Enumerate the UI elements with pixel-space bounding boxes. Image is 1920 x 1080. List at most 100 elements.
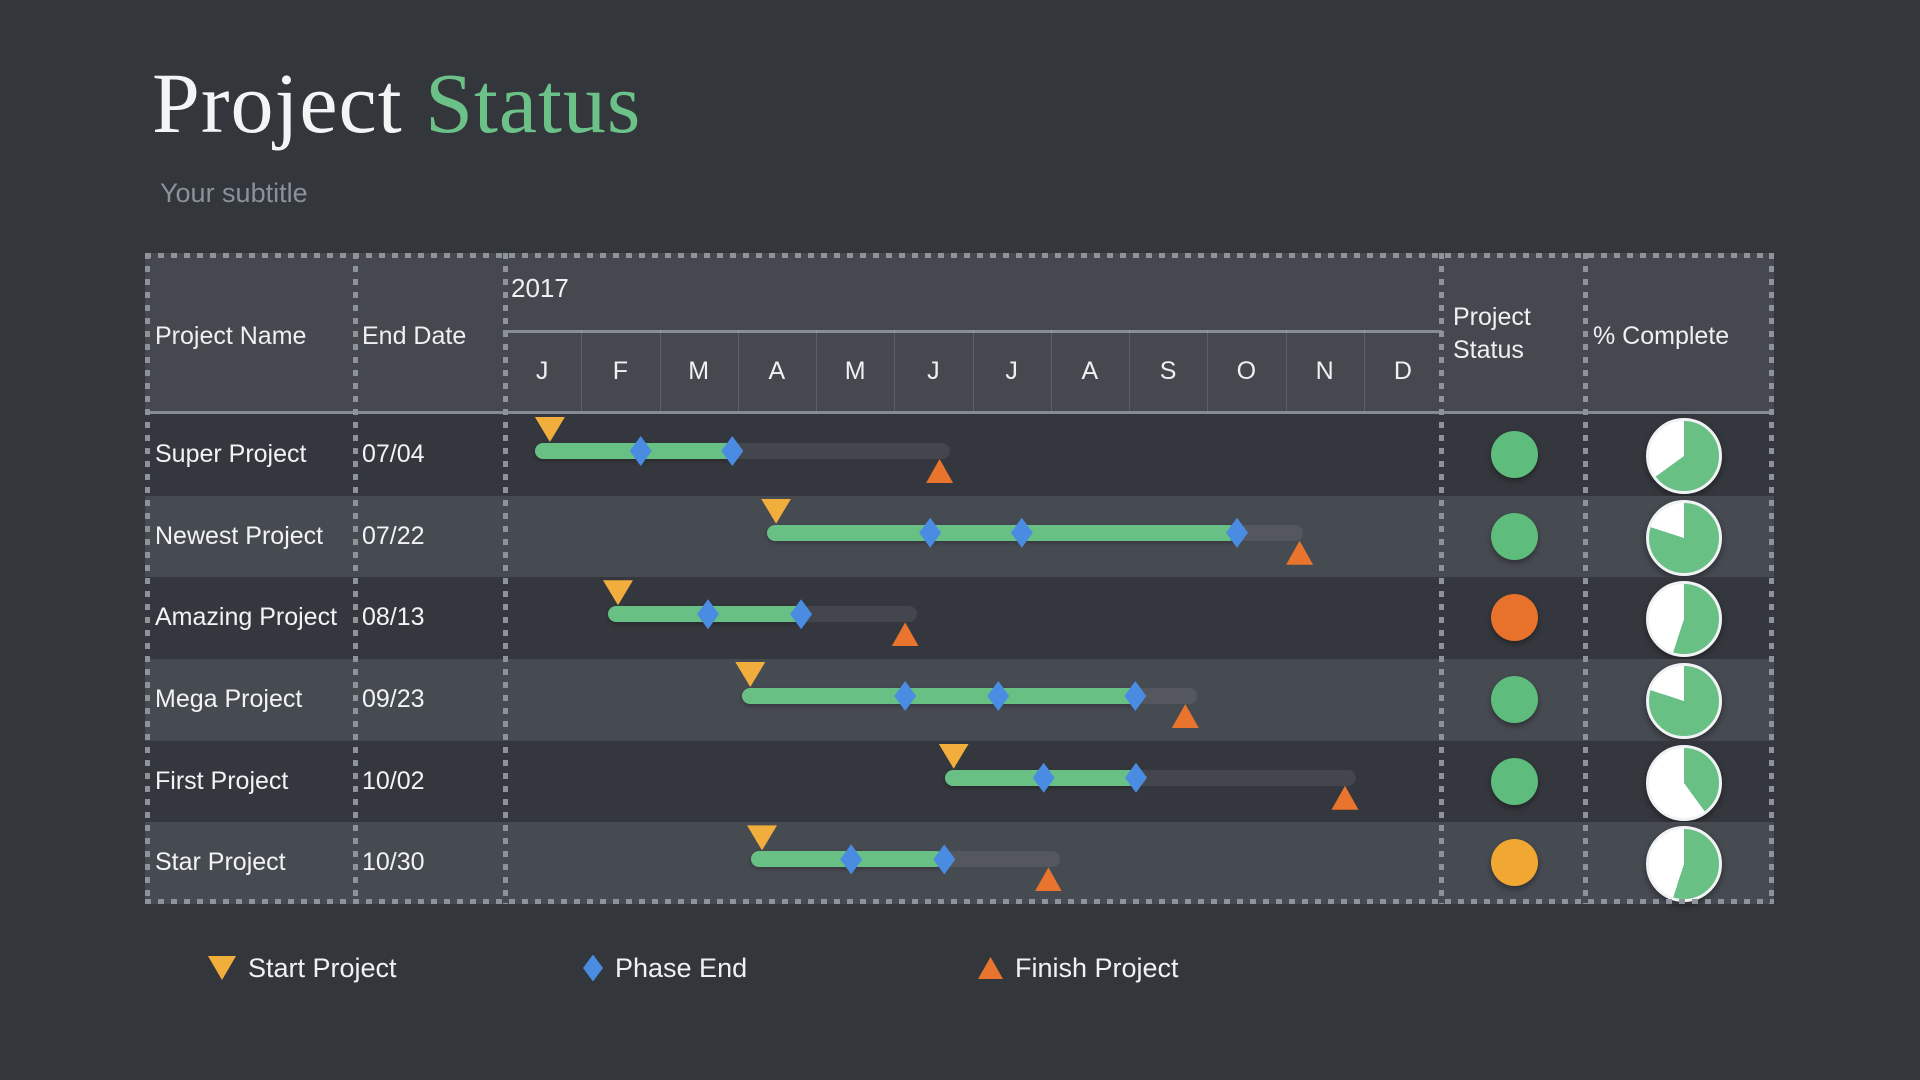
page-subtitle: Your subtitle	[160, 178, 308, 208]
percent-complete-pie	[1646, 418, 1722, 494]
month-label: F	[612, 357, 629, 385]
start-triangle-icon	[761, 498, 792, 524]
start-triangle-icon	[735, 662, 766, 687]
month-label: M	[844, 357, 866, 385]
page-title-part1: Project	[152, 55, 403, 151]
phase-diamond-icon	[919, 517, 942, 548]
project-name-cell: Star Project	[155, 848, 286, 877]
legend-item-start: Start Project	[208, 948, 397, 988]
legend-item-finish: Finish Project	[978, 948, 1179, 988]
page-title-part2: Status	[425, 55, 642, 151]
page-title: Project Status	[152, 58, 641, 148]
finish-triangle-icon	[978, 957, 1003, 979]
project-status-table: Project Name End Date 2017 Project Statu…	[145, 253, 1774, 905]
phase-diamond-icon	[583, 954, 603, 982]
phase-diamond-icon	[1226, 517, 1248, 548]
finish-triangle-icon	[1286, 540, 1314, 565]
table-row: Star Project 10/30	[145, 822, 1774, 905]
month-label: O	[1236, 357, 1257, 385]
percent-complete-pie	[1646, 663, 1722, 739]
phase-diamond-icon	[697, 599, 719, 630]
end-date-cell: 09/23	[362, 685, 425, 713]
phase-diamond-icon	[1125, 762, 1147, 793]
finish-triangle-icon	[1034, 867, 1062, 892]
end-date-cell: 07/04	[362, 440, 425, 468]
table-top-dotted-border	[145, 253, 1774, 258]
separator-date-timeline	[503, 253, 508, 904]
percent-complete-pie	[1646, 826, 1722, 903]
month-label: J	[927, 357, 940, 385]
month-label: A	[768, 357, 786, 385]
header-bottom-border	[145, 411, 1774, 414]
start-triangle-icon	[208, 956, 236, 980]
project-name-cell: Amazing Project	[155, 603, 338, 632]
project-status-indicator	[1491, 594, 1538, 642]
start-triangle-icon	[747, 825, 777, 851]
project-status-indicator	[1491, 512, 1538, 560]
table-left-dotted-border	[145, 253, 150, 904]
page-title-space	[403, 55, 426, 151]
month-label: N	[1315, 357, 1334, 385]
phase-diamond-icon	[933, 844, 956, 875]
end-date-cell: 07/22	[362, 521, 425, 550]
gantt-progress-bar	[766, 524, 1237, 541]
finish-triangle-icon	[1171, 704, 1199, 728]
percent-complete-pie	[1646, 581, 1722, 658]
percent-complete-pie	[1646, 499, 1722, 576]
finish-triangle-icon	[891, 622, 919, 647]
legend-item-phase: Phase End	[583, 948, 747, 988]
table-right-dotted-border	[1769, 253, 1774, 904]
start-triangle-icon	[534, 417, 565, 442]
phase-diamond-icon	[1032, 762, 1055, 793]
project-name-cell: Super Project	[155, 440, 307, 468]
project-status-indicator	[1491, 757, 1538, 805]
project-status-indicator	[1491, 676, 1538, 723]
finish-triangle-icon	[1331, 785, 1359, 810]
phase-diamond-icon	[629, 436, 652, 466]
project-status-indicator	[1491, 431, 1538, 478]
table-row: Amazing Project 08/13	[145, 577, 1774, 659]
project-name-cell: Newest Project	[155, 521, 324, 550]
legend-label-finish: Finish Project	[1015, 952, 1179, 983]
project-status-indicator	[1491, 839, 1538, 887]
month-label: M	[688, 357, 710, 385]
legend-label-start: Start Project	[248, 952, 397, 983]
end-date-cell: 08/13	[362, 603, 425, 632]
phase-diamond-icon	[840, 844, 863, 875]
project-name-cell: Mega Project	[155, 685, 303, 713]
phase-diamond-icon	[1010, 517, 1033, 548]
separator-name-date	[353, 253, 358, 904]
legend-label-phase: Phase End	[615, 952, 748, 983]
column-header-end-date: End Date	[362, 322, 467, 350]
end-date-cell: 10/30	[362, 848, 425, 877]
table-header	[145, 253, 1774, 414]
project-name-cell: First Project	[155, 766, 289, 795]
month-label: D	[1393, 357, 1412, 385]
month-label: S	[1159, 357, 1177, 385]
separator-status-complete	[1583, 253, 1588, 904]
month-label: A	[1081, 357, 1099, 385]
timeline-year-underline	[503, 330, 1442, 333]
start-triangle-icon	[938, 743, 969, 769]
start-triangle-icon	[603, 580, 633, 606]
table-row: First Project 10/02	[145, 740, 1774, 823]
column-header-percent-complete: % Complete	[1593, 322, 1730, 350]
separator-timeline-status	[1439, 253, 1444, 904]
table-row: Newest Project 07/22	[145, 495, 1774, 578]
month-label: J	[1005, 357, 1018, 385]
gantt-progress-bar	[741, 688, 1141, 704]
column-header-project-status: Project Status	[1453, 303, 1531, 364]
phase-diamond-icon	[721, 436, 744, 466]
percent-complete-pie	[1646, 744, 1722, 821]
table-row: Super Project 07/04	[145, 414, 1774, 496]
month-label: J	[535, 357, 549, 385]
phase-diamond-icon	[790, 599, 813, 630]
table-bottom-dotted-border	[145, 899, 1774, 904]
phase-diamond-icon	[894, 681, 917, 711]
phase-diamond-icon	[987, 681, 1010, 711]
end-date-cell: 10/02	[362, 766, 425, 795]
table-row: Mega Project 09/23	[145, 659, 1774, 741]
phase-diamond-icon	[1124, 681, 1147, 711]
timeline-year-label: 2017	[511, 273, 569, 303]
